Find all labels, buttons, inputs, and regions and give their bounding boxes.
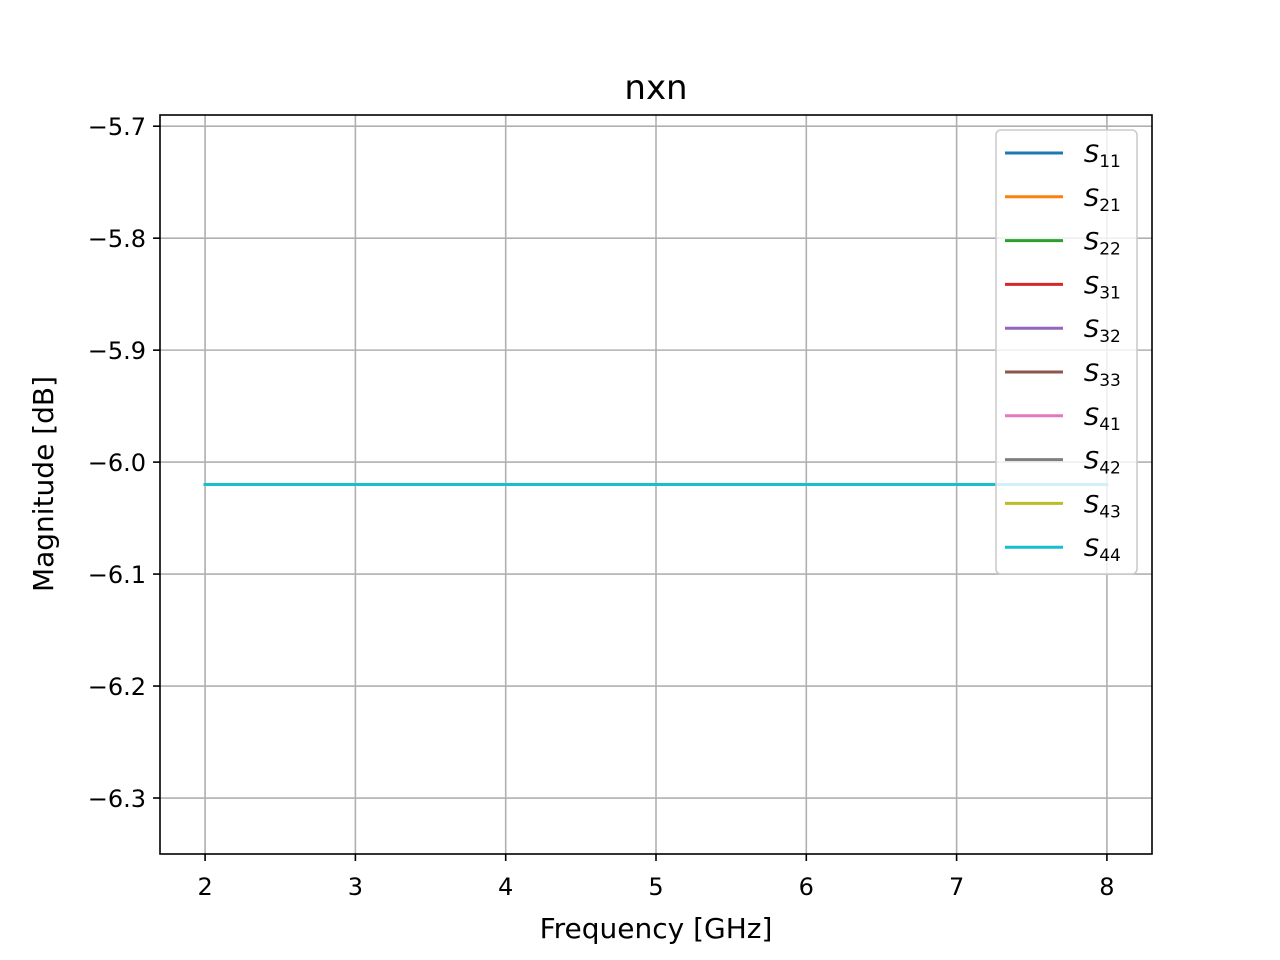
legend-label-s43: S43 xyxy=(1084,490,1121,522)
legend-label-subscript: 41 xyxy=(1099,415,1121,435)
legend-label-subscript: 21 xyxy=(1099,196,1121,216)
legend-label-subscript: 43 xyxy=(1099,502,1121,522)
legend-label-base: S xyxy=(1084,359,1099,387)
legend-label-s22: S22 xyxy=(1084,228,1121,260)
y-tick-label: −6.3 xyxy=(88,785,146,813)
legend-label-subscript: 22 xyxy=(1099,240,1121,260)
legend-label-subscript: 11 xyxy=(1099,152,1121,172)
legend-label-base: S xyxy=(1084,315,1099,343)
x-tick-label: 2 xyxy=(197,873,212,901)
x-tick-label: 5 xyxy=(648,873,663,901)
y-tick-label: −5.9 xyxy=(88,337,146,365)
x-tick-label: 8 xyxy=(1099,873,1114,901)
y-tick-label: −5.7 xyxy=(88,113,146,141)
legend-label-subscript: 33 xyxy=(1099,371,1121,391)
y-tick-label: −6.1 xyxy=(88,561,146,589)
x-tick-label: 6 xyxy=(799,873,814,901)
legend-label-subscript: 32 xyxy=(1099,327,1121,347)
chart-title: nxn xyxy=(624,68,687,108)
x-axis-label: Frequency [GHz] xyxy=(540,912,773,945)
legend-label-subscript: 44 xyxy=(1099,546,1121,566)
y-tick-label: −6.2 xyxy=(88,673,146,701)
legend-label-base: S xyxy=(1084,184,1099,212)
legend-label-s44: S44 xyxy=(1084,534,1121,566)
legend-label-s11: S11 xyxy=(1084,140,1121,172)
legend-label-subscript: 31 xyxy=(1099,283,1121,303)
x-tick-label: 7 xyxy=(949,873,964,901)
legend-label-s32: S32 xyxy=(1084,315,1121,347)
legend-label-base: S xyxy=(1084,447,1099,475)
legend-label-s31: S31 xyxy=(1084,271,1121,303)
legend-label-s21: S21 xyxy=(1084,184,1121,216)
axis-ticks: 2 3 4 5 6 7 8 −5.7 −5.8 −5.9 −6.0 −6.1 −6.2 −6.3 xyxy=(88,113,1115,901)
legend-label-base: S xyxy=(1084,140,1099,168)
x-tick-label: 3 xyxy=(348,873,363,901)
legend-label-subscript: 42 xyxy=(1099,459,1121,479)
y-axis-label: Magnitude [dB] xyxy=(27,376,60,592)
legend-label-s33: S33 xyxy=(1084,359,1121,391)
x-tick-label: 4 xyxy=(498,873,513,901)
y-tick-label: −6.0 xyxy=(88,449,146,477)
legend-label-base: S xyxy=(1084,534,1099,562)
legend-label-base: S xyxy=(1084,403,1099,431)
legend-label-base: S xyxy=(1084,271,1099,299)
legend-label-base: S xyxy=(1084,228,1099,256)
legend-label-s41: S41 xyxy=(1084,403,1121,435)
legend-label-s42: S42 xyxy=(1084,447,1121,479)
y-tick-label: −5.8 xyxy=(88,225,146,253)
legend-label-base: S xyxy=(1084,490,1099,518)
